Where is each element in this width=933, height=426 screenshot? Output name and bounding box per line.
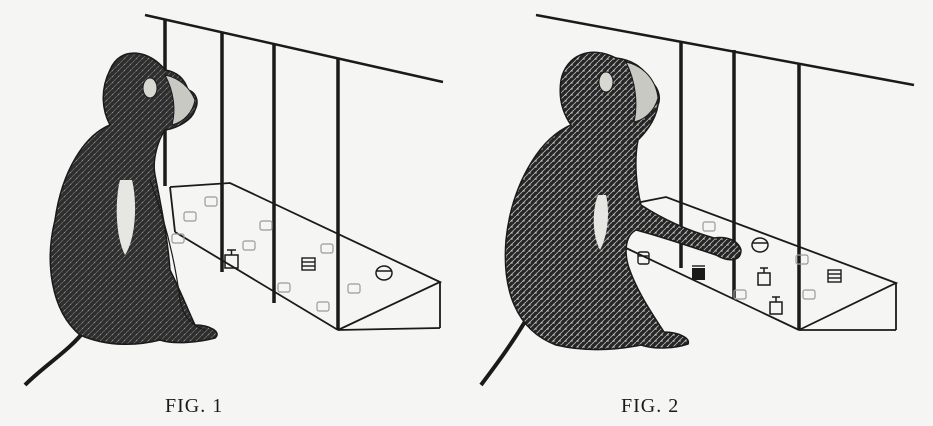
tray (169, 182, 443, 331)
cup-with-handle-icon (224, 249, 239, 269)
top-rail (535, 13, 915, 87)
tray (625, 196, 899, 331)
striped-box-icon (827, 269, 842, 283)
top-rail (144, 13, 444, 84)
figure-1-caption: FIG. 1 (165, 395, 224, 417)
dark-box-icon (692, 265, 705, 280)
cage-bars (679, 42, 801, 330)
figure-2-illustration (479, 13, 915, 387)
cage-bars (163, 19, 340, 330)
lidded-jar-icon (751, 237, 769, 253)
lidded-jar-icon (375, 265, 393, 281)
monkey-reaching (479, 51, 742, 387)
figure-2-caption: FIG. 2 (621, 395, 680, 417)
figure-1-panel: FIG. 1 (0, 0, 466, 426)
tray-wells (171, 196, 361, 312)
cup-with-handle-icon (757, 267, 771, 286)
figure-2-panel: FIG. 2 (466, 0, 932, 426)
figure-1-illustration (23, 13, 444, 387)
cup-with-handle-icon (769, 296, 783, 315)
tray-wells (702, 221, 816, 300)
monkey-sitting (23, 52, 218, 387)
small-jar-icon (637, 251, 650, 265)
striped-box-icon (301, 257, 316, 271)
